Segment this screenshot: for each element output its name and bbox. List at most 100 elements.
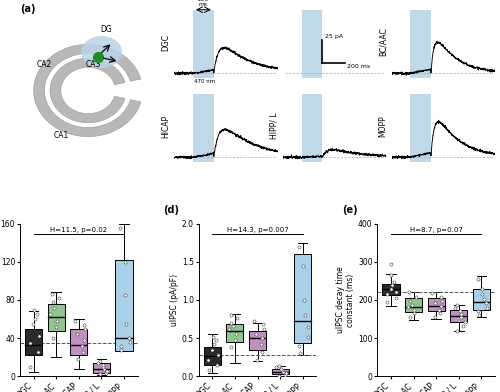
Point [231,337,239,343]
Y-axis label: uIPSC (pA/pF): uIPSC (pA/pF) [170,274,179,326]
Point [31,316,39,322]
Text: HICAP: HICAP [162,114,170,138]
Text: HIPP/ L: HIPP/ L [270,113,279,139]
Point [410,310,418,316]
Point [30,307,38,313]
Point [304,334,312,340]
Point [48,291,56,298]
Point [406,289,413,296]
Point [26,340,34,346]
Point [214,352,222,358]
Point [80,322,88,328]
Point [99,362,107,368]
Text: 200 ms: 200 ms [347,64,370,69]
Point [120,259,128,265]
Point [387,272,395,278]
Point [387,261,395,267]
Text: (e): (e) [342,205,358,214]
Polygon shape [50,58,125,123]
Bar [48,304,65,330]
Point [260,326,268,332]
Point [80,337,88,343]
Point [383,291,391,298]
Bar [302,94,322,162]
Bar [204,347,221,365]
Point [390,279,398,285]
Point [213,362,221,368]
Point [33,311,41,318]
Point [118,347,126,353]
Point [208,347,216,353]
Point [274,363,282,369]
Point [79,349,87,356]
Point [412,294,420,300]
Point [300,263,308,269]
Point [300,297,308,303]
Point [460,323,468,329]
Bar [249,330,266,350]
Bar [302,10,322,78]
Text: CA1: CA1 [53,131,68,140]
Point [454,327,462,334]
Point [456,311,464,318]
Point [99,364,107,370]
Point [258,335,266,341]
Point [282,370,290,376]
Point [474,276,482,282]
Point [116,343,124,349]
Point [460,319,468,325]
Point [204,367,212,373]
Point [478,286,486,292]
Point [121,292,129,298]
Point [78,343,86,349]
Bar [93,363,110,372]
Point [478,291,486,298]
Bar [428,298,445,311]
Point [458,314,466,320]
Point [52,323,60,330]
Text: BC/AAC: BC/AAC [378,28,388,56]
Point [435,307,443,313]
Point [229,323,237,329]
Point [126,339,134,345]
Y-axis label: uIPSC decay time
constant (ms): uIPSC decay time constant (ms) [336,267,355,333]
Point [258,321,266,328]
Polygon shape [34,44,141,137]
Text: CA2: CA2 [37,60,52,69]
Point [475,312,483,318]
Text: DG: DG [100,25,112,34]
Point [71,318,79,324]
Bar [450,310,468,322]
Text: H=8.7, p=0.07: H=8.7, p=0.07 [410,227,463,233]
Point [228,344,235,350]
Point [48,299,56,305]
Point [428,290,436,296]
Bar [405,298,422,312]
Point [258,349,266,355]
Text: H=14.3, p=0.007: H=14.3, p=0.007 [226,227,288,233]
Point [100,366,108,372]
Point [94,360,102,366]
Point [304,323,312,330]
Point [225,326,233,332]
Point [480,296,488,302]
Point [210,341,218,347]
Point [226,312,234,318]
Point [81,325,89,332]
Point [387,285,395,292]
Point [392,295,400,301]
Text: 470 nm: 470 nm [194,79,215,84]
Text: MOPP: MOPP [378,115,388,137]
Point [35,333,43,339]
Point [212,337,220,343]
Point [296,343,304,349]
Point [122,321,130,327]
Point [278,368,286,375]
Bar [193,94,214,162]
Bar [473,289,490,310]
Point [204,356,212,363]
Point [384,299,392,305]
Point [48,335,56,341]
Point [392,289,400,295]
Point [432,314,440,320]
